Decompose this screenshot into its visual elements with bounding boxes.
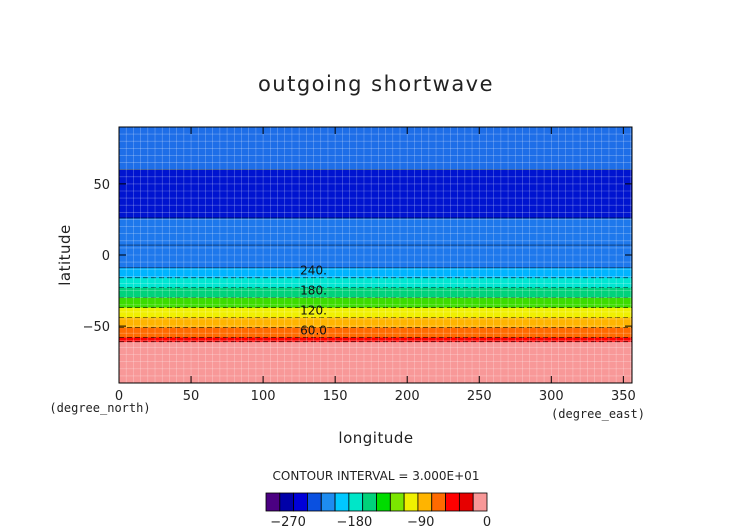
y-unit-label: (degree_north) (49, 401, 150, 415)
colorbar-swatch (362, 492, 377, 512)
contour-band (119, 337, 632, 343)
colorbar (265, 492, 488, 512)
x-axis-ticks: 0 50 100 150 200 250 300 350 (115, 127, 636, 404)
x-unit-label: (degree_east) (551, 407, 645, 421)
colorbar-swatch (431, 492, 446, 512)
y-tick-label: 50 (93, 178, 110, 193)
colorbar-swatch (445, 492, 460, 512)
x-tick-label: 300 (539, 389, 564, 404)
colorbar-tick-label: −270 (270, 515, 306, 530)
colorbar-swatch (376, 492, 391, 512)
grid-lines (119, 127, 632, 383)
contour-band (119, 277, 632, 289)
x-tick-label: 0 (115, 389, 123, 404)
contour-band (119, 218, 632, 246)
colorbar-tick-label: −90 (407, 515, 434, 530)
contour-value-label: 240. (300, 264, 327, 278)
contour-band (119, 267, 632, 279)
x-tick-label: 150 (323, 389, 348, 404)
x-tick-label: 250 (467, 389, 492, 404)
colorbar-swatch (417, 492, 433, 512)
contour-labels: 240. 180. 120. 60.0 (300, 264, 327, 338)
contour-band (119, 169, 632, 219)
colorbar-swatch (472, 492, 488, 512)
colorbar-ticks: −270 −180 −90 0 (270, 515, 491, 530)
contour-band (119, 317, 632, 329)
contour-band (119, 127, 632, 171)
colorbar-swatch (389, 492, 405, 512)
x-axis-label: longitude (338, 429, 413, 447)
colorbar-swatch (320, 492, 336, 512)
contour-band (119, 245, 632, 269)
x-tick-label: 200 (395, 389, 420, 404)
x-tick-label: 100 (251, 389, 276, 404)
colorbar-swatch (279, 492, 295, 512)
x-tick-label: 50 (183, 389, 200, 404)
contour-interval-text: CONTOUR INTERVAL = 3.000E+01 (273, 469, 480, 483)
contour-band (119, 307, 632, 319)
colorbar-swatch (293, 492, 308, 512)
y-tick-label: −50 (83, 320, 110, 335)
contour-bands (119, 127, 632, 383)
colorbar-swatch (348, 492, 364, 512)
plot-area (119, 127, 632, 383)
contour-value-label: 60.0 (300, 323, 327, 337)
contour-value-label: 120. (300, 303, 327, 317)
y-axis-label: latitude (56, 224, 74, 286)
colorbar-tick-label: 0 (483, 515, 491, 530)
contour-band (119, 327, 632, 338)
colorbar-swatch (334, 492, 350, 512)
chart-title: outgoing shortwave (258, 72, 494, 96)
y-axis-ticks: −50 0 50 (83, 178, 632, 335)
contour-band (119, 297, 632, 309)
colorbar-swatch (403, 492, 419, 512)
contour-band (119, 287, 632, 299)
colorbar-swatch (265, 492, 281, 512)
colorbar-tick-label: −180 (337, 515, 373, 530)
colorbar-swatch (307, 492, 322, 512)
contour-value-label: 180. (300, 284, 327, 298)
y-tick-label: 0 (102, 249, 110, 264)
x-tick-label: 350 (611, 389, 636, 404)
colorbar-swatch (458, 492, 474, 512)
contour-band (119, 341, 632, 383)
